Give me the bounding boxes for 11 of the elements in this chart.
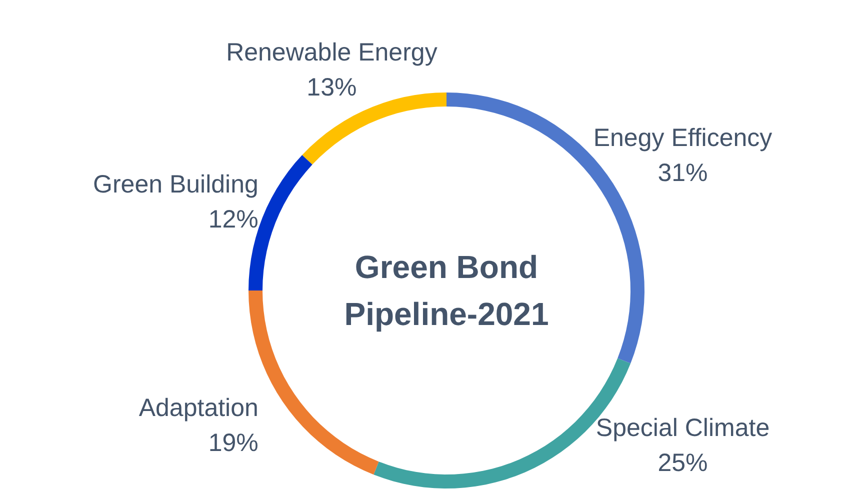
- data-label: 19%: [208, 428, 258, 457]
- slice-label: Adaptation: [138, 394, 258, 422]
- data-label: 25%: [658, 449, 708, 477]
- data-label: 13%: [306, 74, 357, 102]
- slice-label: Renewable Energy: [226, 38, 438, 67]
- text: Green Bond Pipeline-2021: [344, 249, 549, 332]
- data-label: 12%: [208, 206, 258, 234]
- data-label: 31%: [658, 159, 708, 188]
- slice-label: Green Building: [93, 170, 258, 199]
- slice-label: Special Climate: [596, 414, 770, 442]
- slice-label: Enegy Efficency: [593, 124, 773, 152]
